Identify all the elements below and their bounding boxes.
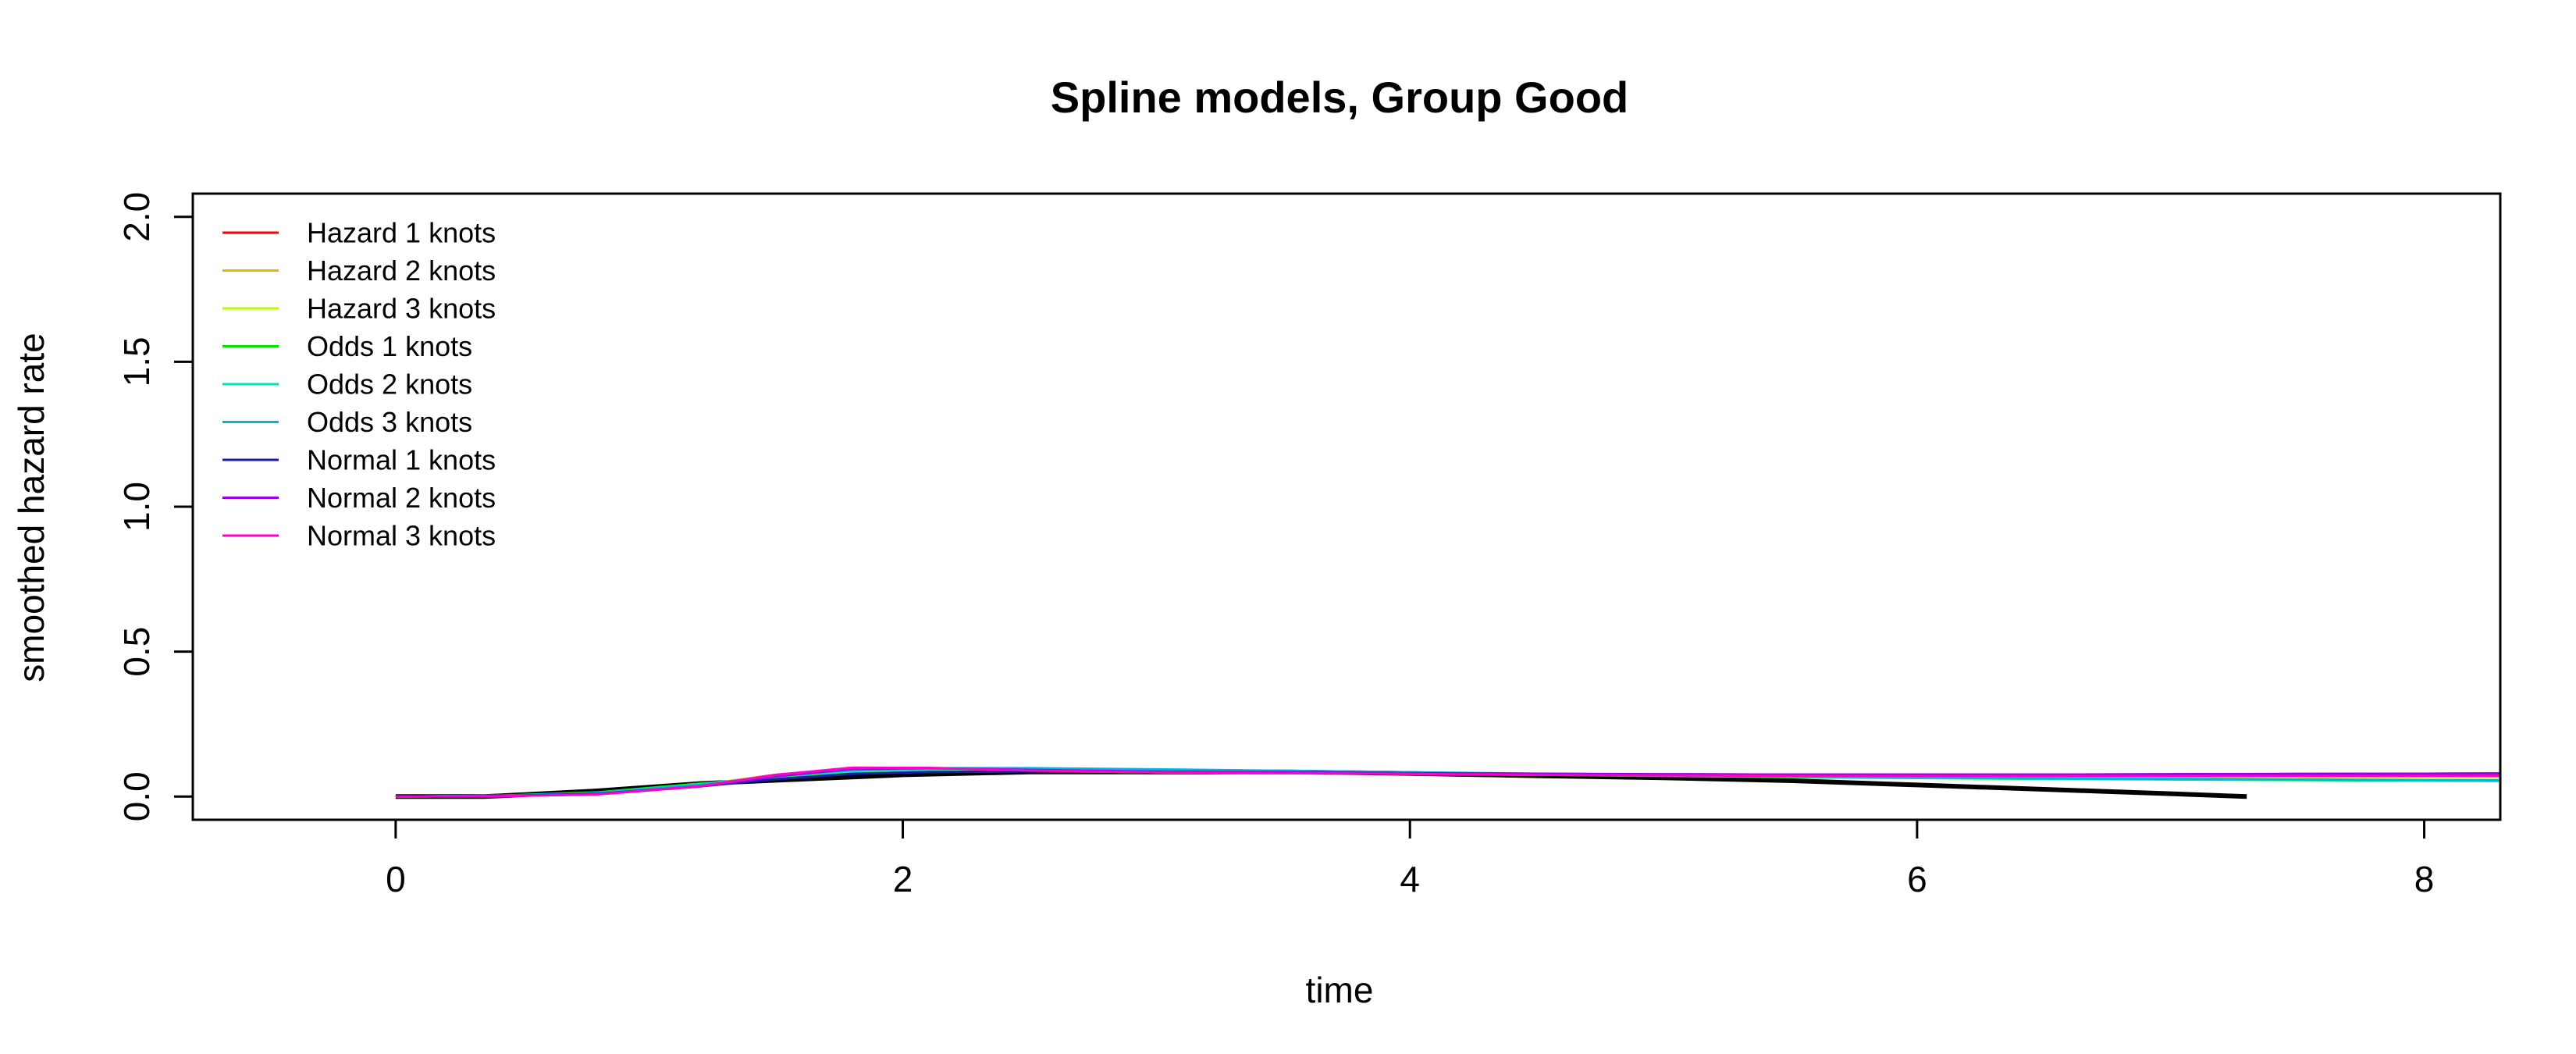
legend-label: Hazard 2 knots <box>307 255 496 287</box>
y-axis: 0.0 0.5 1.0 1.5 2.0 <box>116 192 193 821</box>
x-tick-label: 8 <box>2414 859 2435 899</box>
series-lines <box>395 766 2500 799</box>
y-tick-label: 1.0 <box>116 482 157 532</box>
x-tick-label: 6 <box>1907 859 1927 899</box>
y-tick-label: 2.0 <box>116 192 157 242</box>
plot-frame <box>191 192 2502 821</box>
x-tick-label: 2 <box>893 859 913 899</box>
legend-label: Odds 1 knots <box>307 330 472 362</box>
legend-label: Odds 3 knots <box>307 406 472 438</box>
legend-label: Odds 2 knots <box>307 369 472 401</box>
legend-label: Hazard 3 knots <box>307 293 496 325</box>
x-axis-label: time <box>1306 970 1374 1010</box>
legend: Hazard 1 knots Hazard 2 knots Hazard 3 kno… <box>222 217 496 552</box>
legend-label: Hazard 1 knots <box>307 217 496 249</box>
x-tick-label: 0 <box>386 859 406 899</box>
chart-title: Spline models, Group Good <box>1051 73 1628 122</box>
y-tick-label: 0.5 <box>116 627 157 677</box>
x-axis: 0 2 4 6 8 <box>386 820 2434 899</box>
legend-label: Normal 2 knots <box>307 482 496 514</box>
y-tick-label: 1.5 <box>116 336 157 386</box>
legend-label: Normal 1 knots <box>307 444 496 476</box>
x-tick-label: 4 <box>1400 859 1420 899</box>
y-axis-label: smoothed hazard rate <box>11 333 52 682</box>
legend-label: Normal 3 knots <box>307 520 496 552</box>
series-line-9 <box>395 766 2500 798</box>
y-tick-label: 0.0 <box>116 771 157 821</box>
